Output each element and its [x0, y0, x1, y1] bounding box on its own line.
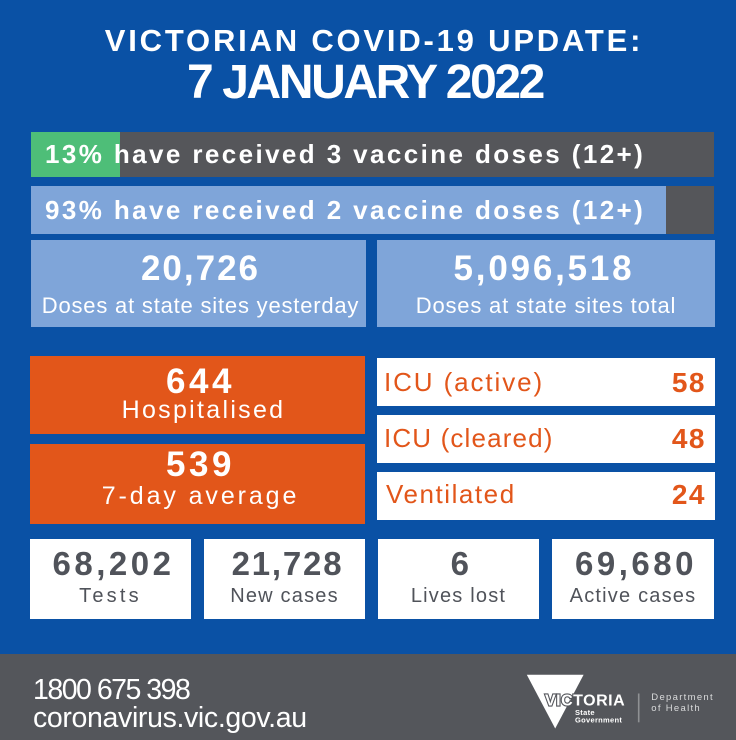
svg-text:of Health: of Health: [651, 703, 701, 714]
svg-text:Department: Department: [651, 692, 714, 703]
svg-text:State: State: [575, 708, 595, 717]
svg-text:Government: Government: [575, 715, 622, 724]
svg-text:VICTORIA: VICTORIA: [545, 693, 625, 710]
